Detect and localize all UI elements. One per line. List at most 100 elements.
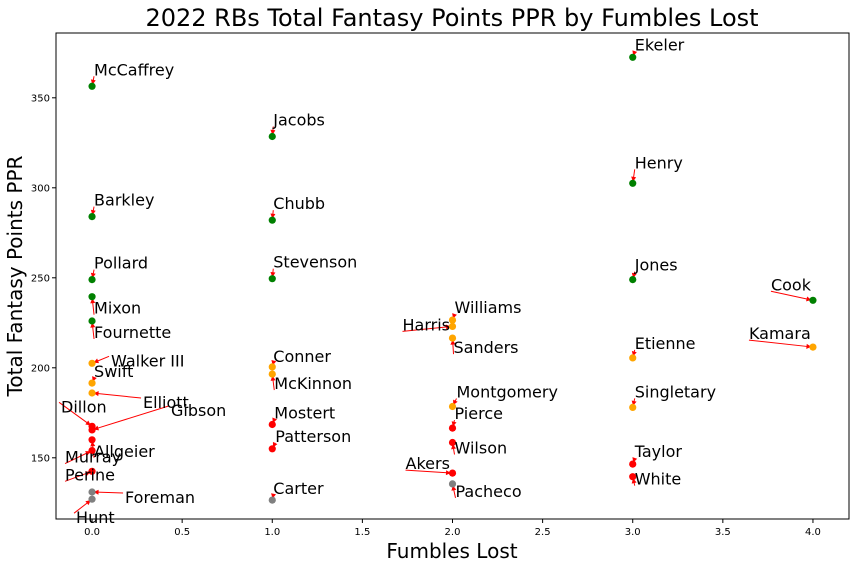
label-stevenson: Stevenson [273, 253, 357, 272]
x-tick-label: 1.0 [264, 527, 280, 538]
point-jacobs [268, 132, 276, 141]
x-tick-label: 1.5 [354, 527, 370, 538]
label-allgeier: Allgeier [94, 442, 155, 461]
annotation-arrow [58, 401, 92, 426]
annotation-arrow [93, 392, 142, 399]
label-jacobs: Jacobs [272, 111, 325, 130]
annotation-arrowhead [270, 271, 276, 278]
point-jones [629, 276, 637, 284]
point-perine [88, 467, 96, 475]
chart-title: 2022 RBs Total Fantasy Points PPR by Fum… [145, 4, 758, 32]
label-gibson: Gibson [171, 401, 226, 420]
annotation-arrowhead [93, 391, 99, 397]
label-murray: Murray [65, 448, 121, 467]
annotation-arrows [58, 50, 812, 514]
label-chubb: Chubb [273, 194, 325, 213]
point-murray [88, 447, 96, 455]
point-patterson [268, 445, 276, 453]
label-kamara: Kamara [749, 324, 811, 343]
annotation-arrow [748, 339, 812, 348]
label-hunt: Hunt [76, 508, 115, 527]
label-mixon: Mixon [94, 299, 141, 318]
point-sanders [448, 334, 457, 342]
point-wilson [448, 438, 457, 447]
label-pacheco: Pacheco [456, 482, 522, 501]
label-foreman: Foreman [125, 488, 195, 507]
point-labels: McCaffrey Barkley Pollard Mixon Fournette Wal… [61, 35, 812, 527]
point-henry [629, 179, 637, 187]
label-taylor: Taylor [634, 442, 683, 461]
point-barkley [88, 213, 96, 221]
point-montgomery [448, 402, 457, 411]
annotation-arrow [402, 326, 452, 332]
y-tick-label: 250 [31, 273, 50, 284]
label-singletary: Singletary [635, 382, 716, 401]
label-wilson: Wilson [455, 439, 508, 458]
point-pierce [448, 424, 457, 432]
point-gibson [88, 426, 96, 434]
x-tick-label: 3.5 [715, 527, 731, 538]
point-white [629, 473, 637, 481]
label-elliott: Elliott [143, 393, 189, 412]
point-fournette [88, 317, 96, 325]
point-williams [448, 316, 457, 324]
y-tick-label: 350 [31, 93, 50, 104]
label-fournette: Fournette [94, 323, 171, 342]
label-carter: Carter [273, 479, 324, 498]
label-harris: Harris [403, 315, 451, 334]
point-conner [268, 363, 276, 371]
annotation-arrowhead [93, 489, 99, 495]
x-tick-label: 2.0 [445, 527, 461, 538]
point-mckinnon [268, 370, 276, 378]
point-chubb [268, 216, 276, 224]
point-walker-iii [88, 359, 96, 367]
label-etienne: Etienne [635, 334, 696, 353]
annotation-arrowhead [270, 375, 276, 381]
point-ekeler [629, 53, 637, 61]
annotation-arrow [405, 469, 452, 474]
annotation-arrowhead [90, 298, 96, 304]
x-tick-label: 3.0 [625, 527, 641, 538]
annotation-arrowhead [450, 339, 456, 345]
annotation-arrow [93, 405, 170, 430]
label-sanders: Sanders [454, 338, 519, 357]
point-carter [268, 496, 276, 504]
label-patterson: Patterson [275, 427, 351, 446]
label-mostert: Mostert [274, 404, 335, 423]
y-axis-label: Total Fantasy Points PPR [3, 155, 27, 397]
label-walker-iii: Walker III [111, 351, 184, 370]
label-williams: Williams [455, 298, 522, 317]
point-mccaffrey [88, 82, 96, 90]
label-conner: Conner [273, 347, 331, 366]
annotation-arrowhead [90, 441, 96, 447]
label-perine: Perine [65, 465, 115, 484]
point-taylor [629, 460, 637, 468]
label-barkley: Barkley [94, 191, 154, 210]
point-akers [448, 469, 457, 477]
label-pierce: Pierce [455, 404, 503, 423]
y-tick-label: 150 [31, 453, 50, 464]
x-tick-label: 0.0 [84, 527, 100, 538]
point-pacheco [448, 480, 457, 488]
x-axis-label: Fumbles Lost [386, 539, 517, 563]
annotation-arrowhead [445, 470, 452, 476]
annotation-arrowhead [806, 343, 812, 349]
x-tick-label: 0.5 [174, 527, 190, 538]
y-tick-label: 200 [31, 363, 50, 374]
point-swift [88, 379, 96, 387]
point-singletary [629, 403, 637, 411]
annotation-arrowhead [270, 213, 276, 219]
x-axis: 0.0 0.5 1.0 1.5 2.0 2.5 3.0 3.5 4.0 [84, 519, 821, 538]
point-mixon [88, 293, 96, 301]
point-stevenson [268, 275, 276, 283]
annotation-arrowhead [90, 322, 96, 328]
y-tick-label: 300 [31, 183, 50, 194]
annotation-arrow [770, 290, 812, 301]
label-ekeler: Ekeler [635, 35, 685, 54]
point-allgeier [88, 436, 96, 444]
annotation-arrowhead [631, 176, 637, 182]
label-pollard: Pollard [94, 254, 148, 273]
y-axis: 150 200 250 300 350 [31, 93, 56, 464]
point-elliott [88, 389, 96, 397]
